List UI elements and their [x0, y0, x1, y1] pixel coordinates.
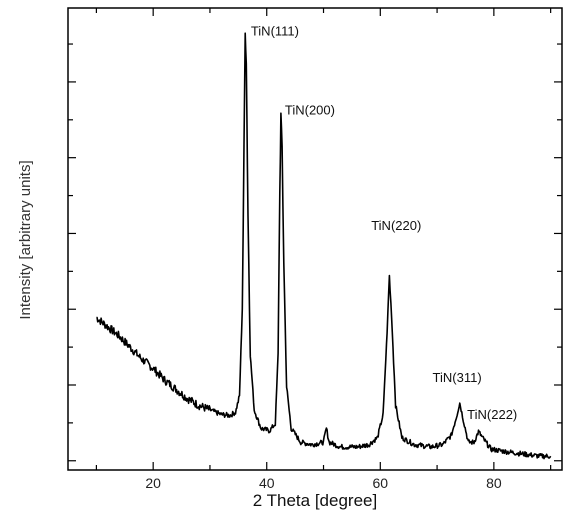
x-axis-label: 2 Theta [degree] [253, 491, 377, 510]
plot-frame [67, 7, 563, 471]
y-axis-label: Intensity [arbitrary units] [17, 160, 34, 319]
x-tick-label: 60 [373, 475, 389, 491]
x-tick-label: 20 [145, 475, 161, 491]
peak-label: TiN(111) [251, 24, 299, 39]
diffraction-trace [96, 32, 552, 460]
x-tick-label: 40 [259, 475, 275, 491]
peak-label: TiN(222) [467, 407, 517, 422]
peak-label: TiN(311) [433, 370, 482, 385]
axis-ticks [68, 8, 562, 470]
peak-label: TiN(220) [371, 218, 421, 233]
x-tick-label: 80 [486, 475, 502, 491]
x-tick-labels: 20 40 60 80 [145, 475, 501, 491]
peak-annotations: TiN(111) TiN(200) TiN(220) TiN(311) TiN(222) [251, 24, 517, 422]
peak-label: TiN(200) [285, 102, 335, 117]
